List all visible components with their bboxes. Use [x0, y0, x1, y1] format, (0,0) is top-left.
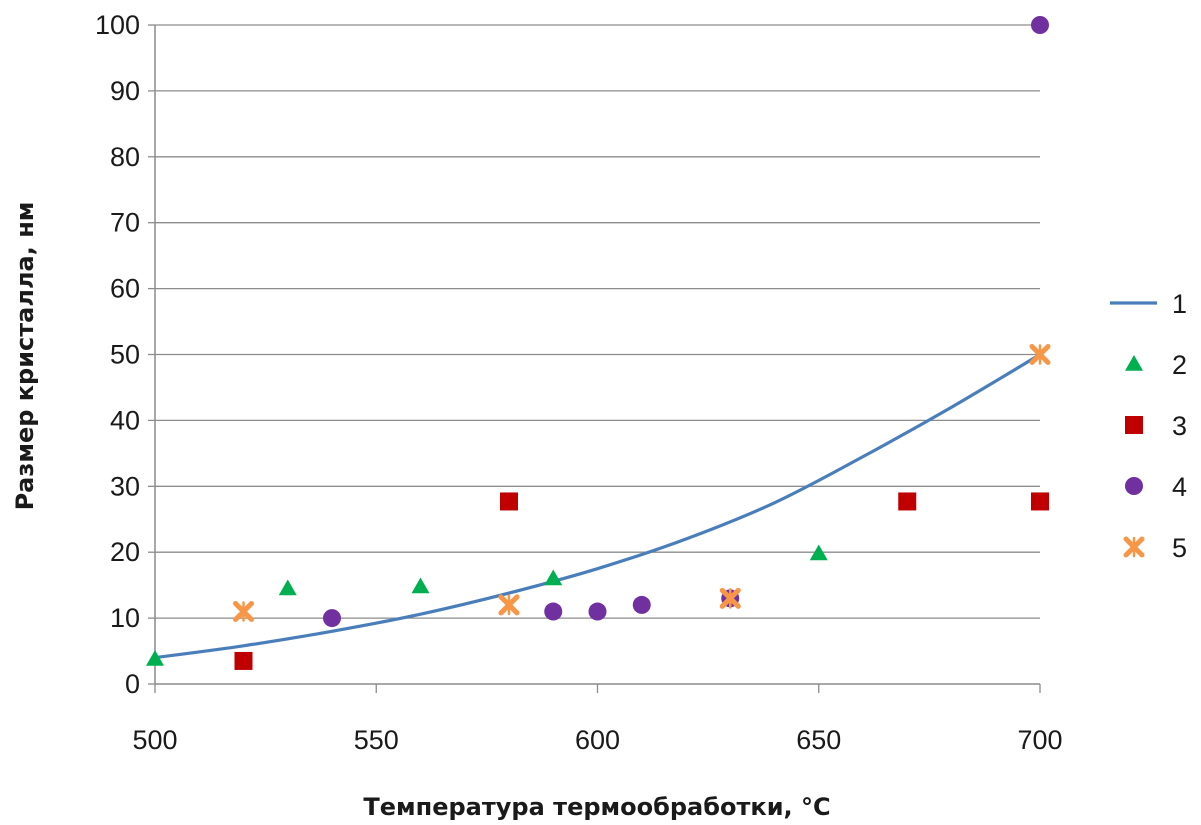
series-3-point: [1031, 492, 1049, 511]
legend-label-1: 1: [1172, 289, 1187, 319]
series-2-point: [278, 579, 297, 596]
series-4-point: [588, 602, 607, 621]
series-5-point: [719, 587, 741, 609]
series-2-point: [809, 544, 828, 561]
y-axis-ticks: 0 10 20 30 40 50 60 70 80 90 100: [95, 10, 155, 699]
series-2-point: [146, 649, 164, 666]
y-tick-label-70: 70: [110, 208, 140, 238]
x-tick-label-600: 600: [575, 725, 620, 755]
y-tick-label-10: 10: [110, 603, 140, 633]
y-tick-label-0: 0: [125, 669, 140, 699]
legend: 1 2 3 4 5: [1110, 289, 1187, 563]
y-tick-label-60: 60: [110, 274, 140, 304]
legend-label-2: 2: [1172, 350, 1187, 380]
y-tick-label-100: 100: [95, 10, 140, 40]
series-5-point: [498, 594, 520, 616]
series-3-point: [898, 492, 917, 511]
series-3-point: [500, 492, 518, 511]
legend-marker-2: [1125, 355, 1143, 371]
y-tick-label-30: 30: [110, 471, 140, 501]
legend-marker-3: [1125, 416, 1143, 434]
series-3-point: [234, 651, 253, 670]
x-axis-ticks: 500 550 600 650 700: [132, 684, 1063, 755]
y-tick-label-80: 80: [110, 142, 140, 172]
x-tick-label-650: 650: [796, 725, 841, 755]
series-2-point: [411, 577, 430, 594]
series-5-point: [1029, 344, 1051, 365]
grid-lines: [155, 24, 1040, 619]
legend-label-5: 5: [1172, 533, 1187, 563]
legend-marker-4: [1125, 477, 1143, 495]
y-tick-label-50: 50: [110, 340, 140, 370]
x-tick-label-550: 550: [354, 725, 399, 755]
y-axis-title: Размер кристалла, нм: [11, 202, 39, 511]
x-tick-label-700: 700: [1017, 725, 1062, 755]
series-1-line: [154, 353, 1041, 660]
series-2-point: [544, 569, 563, 586]
legend-marker-5: [1123, 536, 1145, 558]
series-4-point: [544, 602, 563, 621]
y-tick-label-20: 20: [110, 537, 140, 567]
series-4-point: [1031, 16, 1049, 34]
x-tick-label-500: 500: [132, 725, 177, 755]
series-5-point: [233, 601, 254, 623]
y-tick-label-90: 90: [110, 76, 140, 106]
legend-label-3: 3: [1172, 411, 1187, 441]
x-axis-title: Температура термообработки, °С: [363, 793, 830, 821]
series-4-point: [632, 595, 651, 614]
legend-label-4: 4: [1172, 472, 1187, 502]
y-tick-label-40: 40: [110, 405, 140, 435]
series-4-point: [323, 609, 341, 628]
data-series: [146, 16, 1051, 670]
